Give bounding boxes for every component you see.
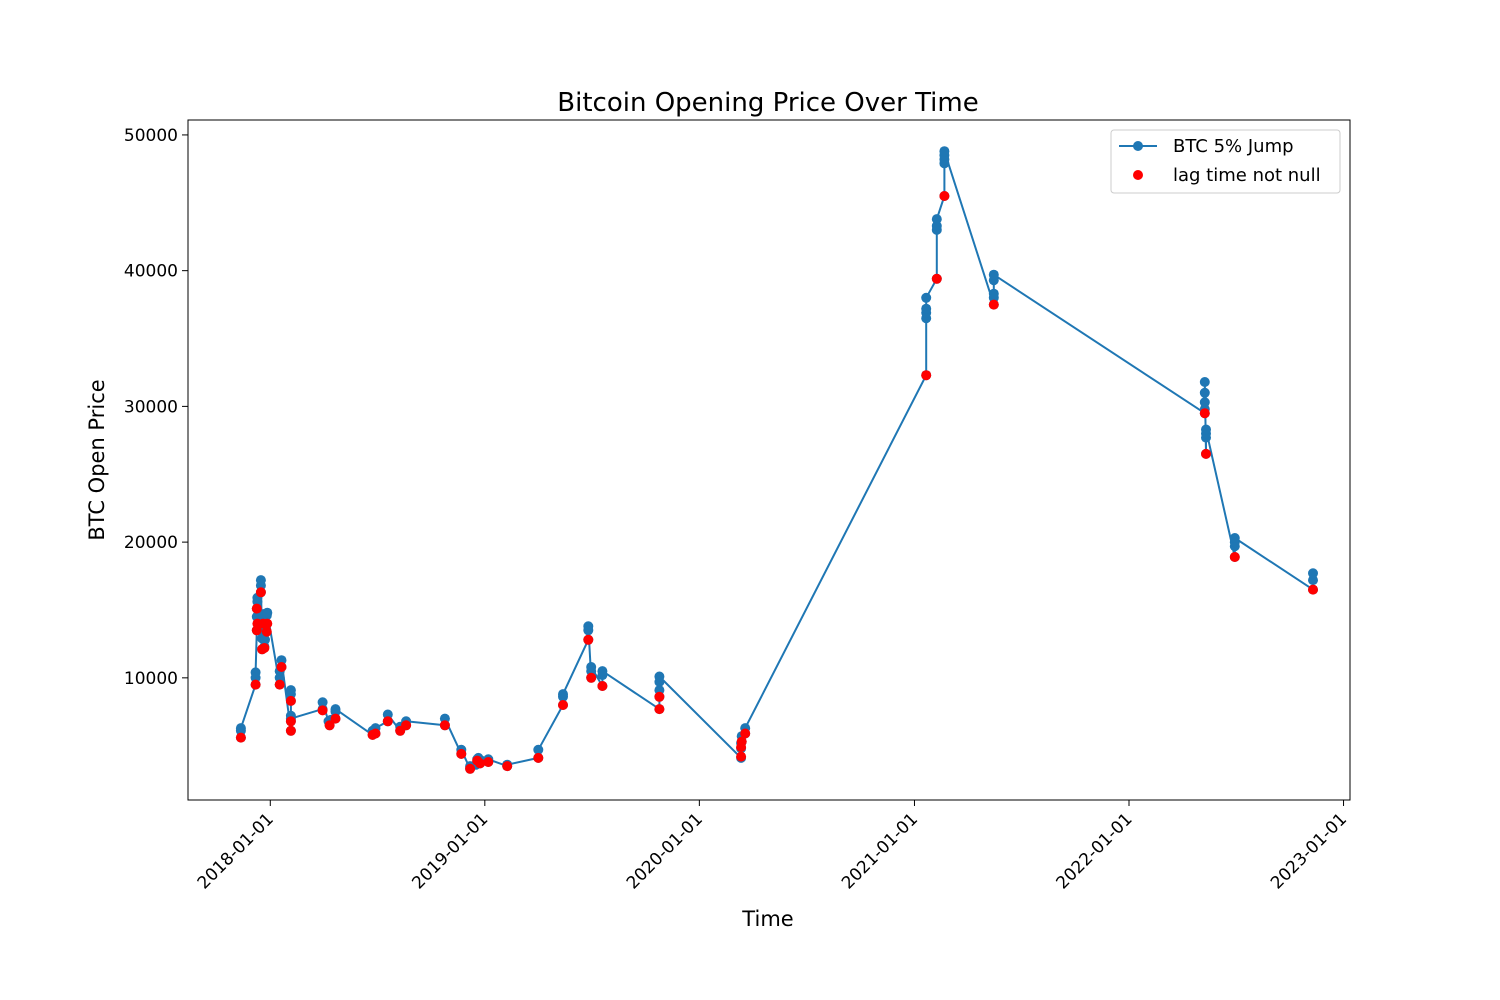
x-axis: 2018-01-01 2019-01-01 2020-01-01 2021-01-01… [194,800,1351,893]
x-tick-label: 2021-01-01 [838,809,922,893]
legend-label-btc: BTC 5% Jump [1173,136,1294,157]
data-point [597,681,608,691]
legend-box [1110,129,1341,194]
data-point [921,303,932,314]
data-point [1199,387,1210,398]
data-point [330,713,341,724]
plot-area [187,119,1351,801]
data-point [558,700,568,710]
data-point [285,716,296,727]
data-point [324,720,335,731]
data-point [317,705,328,716]
data-point [921,292,932,303]
data-point [931,214,942,225]
data-point [251,603,262,614]
data-point [740,728,751,739]
data-point [1229,533,1240,543]
data-point [597,666,608,677]
legend-marker-btc [1133,141,1143,151]
data-point [382,716,393,727]
data-point [330,704,341,715]
data-point [921,370,932,381]
data-point [285,725,296,736]
data-point [317,697,328,708]
data-point [250,679,261,690]
y-tick-label: 30000 [124,397,178,417]
data-point [1308,568,1318,579]
series-1 [235,191,1318,774]
data-point [255,587,266,598]
x-axis-label: Time [741,907,793,931]
data-point [285,695,296,706]
x-tick-label: 2022-01-01 [1053,809,1137,893]
data-point [533,744,544,755]
data-point [586,662,597,672]
data-point [939,146,950,157]
data-point [250,667,261,678]
data-point [261,626,272,637]
data-point [475,758,486,769]
x-tick-label: 2018-01-01 [194,809,278,893]
x-tick-label: 2020-01-01 [623,809,707,893]
data-point [456,748,467,759]
legend-marker-lag [1133,170,1143,180]
data-point [483,757,494,767]
data-point [274,679,285,690]
data-point [931,273,942,284]
data-point [285,685,296,696]
legend-label-lag: lag time not null [1173,165,1321,186]
data-point [736,736,747,747]
x-tick-label: 2023-01-01 [1267,809,1351,893]
data-point [533,752,544,763]
data-point [370,728,381,739]
data-point [1199,408,1210,419]
data-point [465,763,476,774]
y-tick-label: 10000 [124,669,178,689]
data-point [586,672,597,683]
data-point [736,751,747,762]
data-point [583,634,594,645]
data-point [260,634,270,645]
data-point [988,269,999,280]
data-point [255,575,266,586]
data-point [558,689,568,700]
chart-title: Bitcoin Opening Price Over Time [557,88,978,118]
data-point [583,621,594,632]
data-point [939,191,950,201]
data-point [988,299,999,310]
data-point [259,643,270,653]
data-point [1201,448,1211,459]
series-layer [235,146,1318,774]
data-point [1229,552,1240,562]
y-tick-label: 20000 [124,533,178,553]
x-tick-label: 2019-01-01 [408,809,492,893]
data-point [235,723,246,734]
data-point [262,607,273,618]
data-point [1199,377,1210,387]
data-point [439,720,450,731]
data-point [654,691,665,702]
data-point [1308,584,1318,595]
y-axis: 10000 20000 30000 40000 50000 [124,126,188,689]
data-point [262,618,273,629]
y-axis-label: BTC Open Price [85,379,109,540]
legend: BTC 5% Jump lag time not null [1110,129,1341,194]
data-point [654,704,665,715]
y-tick-label: 50000 [124,126,178,146]
data-point [276,662,287,672]
data-point [1201,424,1211,435]
y-tick-label: 40000 [124,262,178,282]
data-point [1199,397,1210,408]
data-point [401,720,412,731]
data-point [235,732,246,743]
data-point [502,761,513,772]
data-point [654,671,665,682]
data-point [988,288,999,299]
